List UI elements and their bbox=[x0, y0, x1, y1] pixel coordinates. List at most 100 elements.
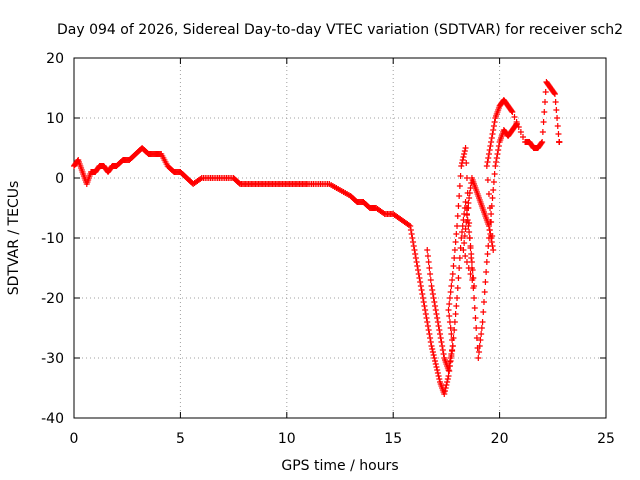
data-point-marker bbox=[419, 291, 426, 297]
x-tick-label: 20 bbox=[491, 431, 509, 447]
data-point-marker bbox=[422, 311, 429, 317]
data-point-marker bbox=[417, 283, 424, 289]
data-point-marker bbox=[542, 89, 549, 95]
data-point-marker bbox=[486, 147, 493, 153]
data-point-marker bbox=[424, 319, 431, 325]
data-point-marker bbox=[428, 343, 435, 349]
data-point-marker bbox=[415, 271, 422, 277]
data-point-marker bbox=[556, 139, 563, 145]
data-point-marker bbox=[489, 131, 496, 137]
data-point-marker bbox=[447, 289, 454, 295]
data-point-marker bbox=[466, 229, 473, 235]
data-point-marker bbox=[538, 140, 545, 146]
data-point-marker bbox=[451, 247, 458, 253]
data-point-marker bbox=[554, 115, 561, 121]
data-point-marker bbox=[489, 195, 496, 201]
data-point-marker bbox=[455, 203, 462, 209]
data-point-marker bbox=[435, 323, 442, 329]
data-point-marker bbox=[421, 303, 428, 309]
data-point-marker bbox=[461, 151, 468, 157]
data-point-marker bbox=[446, 359, 453, 365]
data-point-marker bbox=[424, 253, 431, 259]
data-point-marker bbox=[446, 313, 453, 319]
data-point-marker bbox=[444, 379, 451, 385]
data-point-marker bbox=[411, 247, 418, 253]
data-point-marker bbox=[539, 139, 546, 145]
data-point-marker bbox=[490, 187, 497, 193]
data-point-marker bbox=[439, 347, 446, 353]
data-point-marker bbox=[468, 255, 475, 261]
data-point-marker bbox=[435, 373, 442, 379]
data-point-marker bbox=[553, 107, 560, 113]
data-point-marker bbox=[491, 119, 498, 125]
data-point-marker bbox=[465, 223, 472, 229]
data-point-marker bbox=[485, 223, 492, 229]
data-point-marker bbox=[426, 331, 433, 337]
data-point-marker bbox=[446, 295, 453, 301]
data-point-marker bbox=[448, 331, 455, 337]
data-point-marker bbox=[437, 331, 444, 337]
data-point-marker bbox=[429, 287, 436, 293]
data-point-marker bbox=[555, 131, 562, 137]
data-point-marker bbox=[434, 370, 441, 376]
data-point-marker bbox=[466, 235, 473, 241]
data-point-marker bbox=[492, 163, 499, 169]
data-point-marker bbox=[508, 108, 515, 114]
data-point-marker bbox=[449, 343, 456, 349]
data-point-marker bbox=[467, 245, 474, 251]
data-point-marker bbox=[431, 299, 438, 305]
data-point-marker bbox=[448, 351, 455, 357]
data-point-marker bbox=[439, 343, 446, 349]
data-point-marker bbox=[413, 259, 420, 265]
grid-lines bbox=[74, 58, 606, 418]
data-point-marker bbox=[487, 143, 494, 149]
data-point-marker bbox=[455, 275, 462, 281]
data-point-marker bbox=[422, 307, 429, 313]
data-point-marker bbox=[415, 267, 422, 273]
data-point-marker bbox=[417, 279, 424, 285]
data-point-marker bbox=[454, 285, 461, 291]
data-point-marker bbox=[444, 376, 451, 382]
data-point-marker bbox=[466, 195, 473, 201]
data-point-marker bbox=[412, 255, 419, 261]
data-point-marker bbox=[554, 123, 561, 129]
y-tick-label: -40 bbox=[41, 411, 64, 427]
data-point-marker bbox=[429, 346, 436, 352]
y-tick-label: -10 bbox=[41, 231, 64, 247]
data-point-marker bbox=[475, 355, 482, 361]
y-tick-label: -30 bbox=[41, 351, 64, 367]
data-point-marker bbox=[453, 231, 460, 237]
data-point-marker bbox=[423, 315, 430, 321]
data-point-marker bbox=[488, 203, 495, 209]
data-point-marker bbox=[458, 235, 465, 241]
data-point-marker bbox=[414, 263, 421, 269]
x-tick-label: 10 bbox=[278, 431, 296, 447]
data-point-marker bbox=[493, 155, 500, 161]
data-point-marker bbox=[432, 303, 439, 309]
data-point-marker bbox=[453, 303, 460, 309]
data-point-marker bbox=[409, 235, 416, 241]
data-point-marker bbox=[509, 109, 516, 115]
data-point-marker bbox=[425, 259, 432, 265]
data-point-marker bbox=[456, 183, 463, 189]
data-point-marker bbox=[469, 275, 476, 281]
data-point-marker bbox=[488, 239, 495, 245]
data-point-marker bbox=[517, 129, 524, 135]
data-point-marker bbox=[462, 145, 469, 151]
data-point-marker bbox=[490, 123, 497, 129]
y-tick-label: 10 bbox=[46, 111, 64, 127]
data-point-marker bbox=[495, 143, 502, 149]
data-point-marker bbox=[436, 376, 443, 382]
data-point-marker bbox=[434, 315, 441, 321]
data-point-marker bbox=[463, 211, 470, 217]
data-point-marker bbox=[408, 231, 415, 237]
data-point-marker bbox=[493, 159, 500, 165]
x-tick-label: 5 bbox=[176, 431, 185, 447]
data-point-marker bbox=[452, 239, 459, 245]
data-point-marker bbox=[427, 277, 434, 283]
data-point-marker bbox=[485, 155, 492, 161]
data-point-marker bbox=[433, 364, 440, 370]
data-point-marker bbox=[425, 327, 432, 333]
data-point-marker bbox=[463, 259, 470, 265]
data-point-marker bbox=[520, 134, 527, 140]
